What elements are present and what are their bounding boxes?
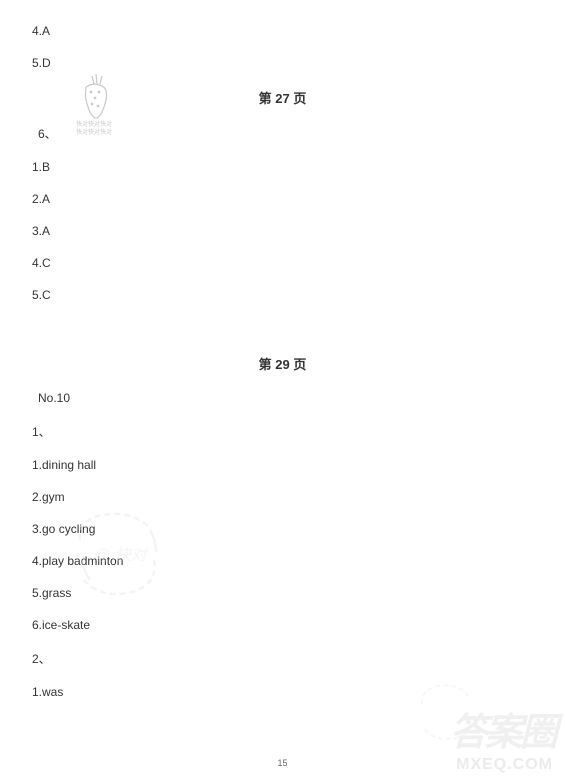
section-number: 1、 — [32, 423, 533, 440]
page-header-29: 第 29 页 — [32, 354, 533, 373]
svg-text:@ 快对: @ 快对 — [94, 546, 149, 564]
answer-item: 4.C — [32, 256, 533, 270]
watermark-circle-icon: @ 快对 — [62, 500, 170, 608]
answer-item: 4.A — [32, 24, 533, 38]
carrot-text-line: 快对快对快对 — [68, 122, 120, 130]
answer-item: 5.D — [32, 56, 533, 70]
bottom-watermark-text: 答案圈 — [450, 701, 555, 756]
answer-item: 1.B — [32, 160, 533, 174]
carrot-watermark-text: 快对快对快对 快对快对快对 — [68, 122, 120, 138]
answer-item: 2.A — [32, 192, 533, 206]
bottom-watermark-small: MXEQ.COM — [456, 756, 553, 774]
section-number: 2、 — [32, 650, 533, 667]
section-subtitle: No.10 — [38, 391, 533, 405]
answer-item: 6.ice-skate — [32, 618, 533, 632]
answer-item: 3.A — [32, 224, 533, 238]
carrot-icon — [72, 70, 118, 120]
answer-item: 1.dining hall — [32, 458, 533, 472]
page-number: 15 — [277, 758, 287, 768]
carrot-text-line: 快对快对快对 — [68, 130, 120, 138]
answer-item: 5.C — [32, 288, 533, 302]
